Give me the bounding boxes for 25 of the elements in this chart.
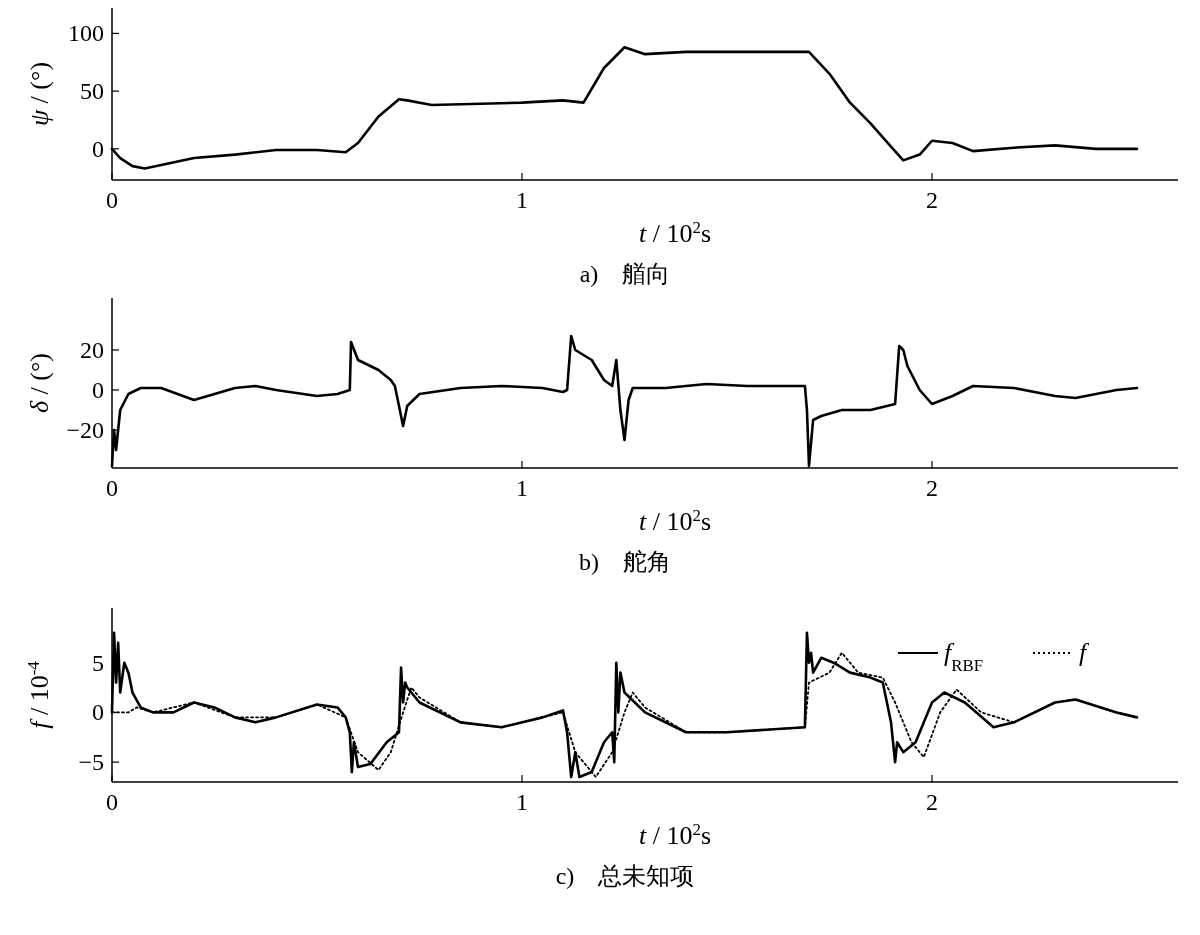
y-axis-title: δ / (°) xyxy=(25,352,54,414)
y-tick-label: 0 xyxy=(92,135,104,162)
legend-label: f$_{RBF}$ xyxy=(944,638,984,675)
x-tick-label: 1 xyxy=(516,475,528,501)
y-axis-title: ψ / (°) xyxy=(25,61,54,127)
y-tick-label: −20 xyxy=(66,417,104,443)
y-tick-label: 100 xyxy=(68,20,104,47)
x-tick-label: 1 xyxy=(516,187,528,213)
x-axis-title: t / 10$^{2}$s xyxy=(638,505,712,536)
x-tick-label: 2 xyxy=(926,187,938,213)
x-axis-title: t / 10$^{2}$s xyxy=(638,819,712,850)
x-axis-title: t / 10$^{2}$s xyxy=(638,217,712,248)
y-tick-label: 50 xyxy=(80,78,104,105)
text: b) 舵角 xyxy=(579,549,671,575)
y-tick-label: 0 xyxy=(92,699,104,726)
legend-label: f xyxy=(1079,638,1090,667)
y-tick-label: −5 xyxy=(78,749,104,776)
text: c) 总未知项 xyxy=(555,863,695,889)
x-tick-label: 1 xyxy=(516,789,528,815)
y-tick-label: 5 xyxy=(92,649,104,676)
x-tick-label: 2 xyxy=(926,789,938,815)
y-tick-label: 0 xyxy=(92,377,104,403)
y-tick-label: 20 xyxy=(80,337,104,363)
text: a) 艏向 xyxy=(579,261,671,287)
x-tick-label: 2 xyxy=(926,475,938,501)
